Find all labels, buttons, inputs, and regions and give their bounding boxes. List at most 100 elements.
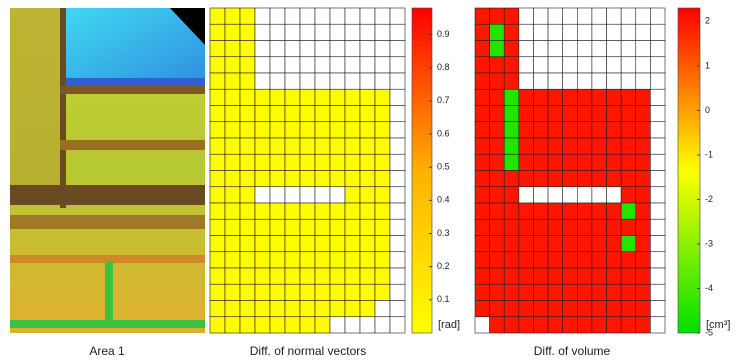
cell (225, 252, 240, 268)
colorbar-tick-label: -3 (705, 238, 713, 248)
cell (225, 122, 240, 138)
cell (240, 57, 255, 73)
cell (330, 301, 345, 317)
cell (563, 219, 578, 235)
cell (504, 73, 519, 89)
cell (315, 203, 330, 219)
cell (255, 284, 270, 300)
cell (255, 154, 270, 170)
cell (490, 8, 505, 24)
cell (621, 122, 636, 138)
cell (375, 89, 390, 105)
cell (577, 284, 592, 300)
cell (490, 284, 505, 300)
empty-cell (285, 73, 300, 89)
empty-cell (636, 41, 651, 57)
cell (345, 268, 360, 284)
cell (592, 301, 607, 317)
cell (345, 89, 360, 105)
empty-cell (650, 252, 665, 268)
cell (360, 187, 375, 203)
empty-cell (519, 24, 534, 40)
cell (315, 252, 330, 268)
cell (636, 154, 651, 170)
cell (504, 41, 519, 57)
empty-cell (563, 24, 578, 40)
cell (375, 106, 390, 122)
cell (490, 106, 505, 122)
empty-cell (345, 73, 360, 89)
cell (592, 317, 607, 333)
cell (504, 317, 519, 333)
photo (10, 8, 205, 333)
cell (210, 73, 225, 89)
cell (563, 138, 578, 154)
cell (270, 284, 285, 300)
cell (548, 252, 563, 268)
cell (300, 89, 315, 105)
cell (519, 284, 534, 300)
cell (577, 89, 592, 105)
cell (621, 154, 636, 170)
cell (285, 106, 300, 122)
cell (504, 24, 519, 40)
cell (577, 268, 592, 284)
cell (300, 301, 315, 317)
cell (330, 106, 345, 122)
cell (300, 106, 315, 122)
cell (255, 138, 270, 154)
cell (270, 317, 285, 333)
colorbar-tick-label: 0.2 (437, 261, 450, 271)
cell (375, 154, 390, 170)
empty-cell (577, 57, 592, 73)
empty-cell (577, 41, 592, 57)
cell (504, 284, 519, 300)
cell (285, 203, 300, 219)
cell (315, 236, 330, 252)
cell (519, 171, 534, 187)
empty-cell (533, 187, 548, 203)
empty-cell (607, 73, 622, 89)
cell (330, 284, 345, 300)
caption: Diff. of volume (534, 344, 611, 358)
cell (345, 187, 360, 203)
cell (375, 187, 390, 203)
cell (607, 219, 622, 235)
empty-cell (577, 187, 592, 203)
cell (225, 8, 240, 24)
cell (225, 73, 240, 89)
figure: Area 1 0.10.20.30.40.50.60.70.80.9[rad]D… (0, 0, 756, 363)
cell (475, 252, 490, 268)
cell (240, 284, 255, 300)
empty-cell (270, 73, 285, 89)
cell (475, 284, 490, 300)
cell (533, 203, 548, 219)
empty-cell (607, 57, 622, 73)
cell (300, 122, 315, 138)
empty-cell (548, 24, 563, 40)
cell (300, 268, 315, 284)
cell (240, 203, 255, 219)
colorbar-tick-label: 0.8 (437, 62, 450, 72)
cell (533, 171, 548, 187)
cell (475, 187, 490, 203)
empty-cell (390, 24, 405, 40)
empty-cell (360, 24, 375, 40)
cell (607, 236, 622, 252)
cell (345, 284, 360, 300)
cell (490, 252, 505, 268)
empty-cell (330, 317, 345, 333)
empty-cell (270, 41, 285, 57)
cell (360, 219, 375, 235)
cell (504, 268, 519, 284)
cell (607, 284, 622, 300)
caption: Diff. of normal vectors (250, 344, 366, 358)
cell (210, 171, 225, 187)
cell (225, 171, 240, 187)
empty-cell (621, 41, 636, 57)
cell (475, 41, 490, 57)
cell (240, 154, 255, 170)
cell (345, 236, 360, 252)
cell (240, 301, 255, 317)
cell (490, 73, 505, 89)
